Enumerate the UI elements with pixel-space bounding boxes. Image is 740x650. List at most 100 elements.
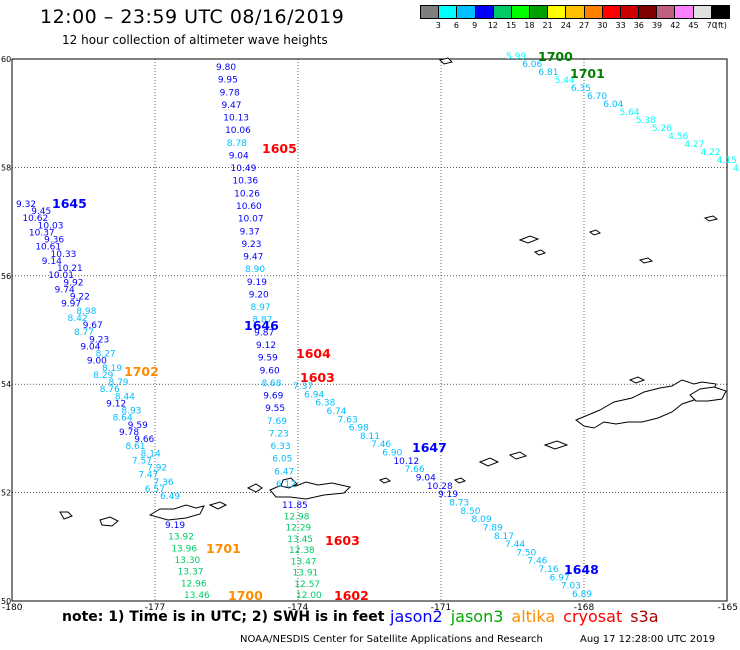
longitude-label: -165: [718, 603, 738, 613]
wave-height-value: 13.47: [291, 557, 317, 567]
wave-height-value: 12.29: [286, 524, 312, 534]
pass-time-label: 1602: [334, 588, 369, 603]
pass-time-label: 1646: [244, 318, 279, 333]
island-outline: [99, 516, 119, 527]
wave-height-value: 5.44: [555, 76, 575, 86]
color-scale-label: 3: [435, 21, 441, 30]
wave-height-value: 6.94: [304, 390, 324, 400]
wave-height-value: 9.87: [254, 328, 274, 338]
wave-height-value: 8.29: [93, 371, 113, 381]
pass-time-label: 1702: [124, 364, 159, 379]
track-jason3-1701: 1701: [570, 66, 605, 81]
pass-time-label: 1648: [564, 562, 599, 577]
pass-time-label: 1604: [296, 346, 331, 361]
longitude-labels: -180 -177 -174 -171 -168 -165: [2, 603, 738, 613]
wave-height-value: 6.81: [538, 68, 558, 78]
wave-height-value: 9.95: [218, 76, 238, 86]
wave-height-value: 8.76: [100, 385, 120, 395]
color-swatch: [548, 6, 567, 18]
wave-height-value: 8.93: [121, 407, 141, 417]
wave-height-value: 4.15: [717, 156, 737, 166]
wave-height-value: 8.79: [108, 378, 128, 388]
wave-height-value: 6.74: [326, 407, 346, 417]
color-swatch: [566, 6, 585, 18]
wave-height-value: 12.96: [181, 579, 207, 589]
legend-entry-s3a: s3a: [630, 607, 659, 626]
wave-height-value: 7.16: [539, 565, 559, 575]
wave-height-value: 7.63: [338, 415, 358, 425]
longitude-label: -180: [2, 603, 23, 613]
island-outline: [148, 504, 205, 521]
island-outline: [588, 229, 602, 236]
color-swatch: [675, 6, 694, 18]
pass-time-label: 1645: [52, 196, 87, 211]
color-swatch: [457, 6, 476, 18]
wave-height-value: 10.21: [57, 264, 83, 274]
wave-height-value: 9.19: [247, 278, 267, 288]
wave-height-value: 10.49: [231, 164, 257, 174]
island-outline: [378, 477, 392, 484]
page-subtitle: 12 hour collection of altimeter wave hei…: [62, 33, 328, 47]
wave-height-value: 9.69: [263, 392, 283, 402]
wave-height-value: 10.12: [393, 457, 419, 467]
color-swatch: [639, 6, 658, 18]
wave-height-value: 9.45: [31, 207, 51, 217]
island-outline: [453, 477, 467, 484]
track-cryosat-1605: 9.80 9.95 9.78 9.47 10.13 10.06 8.78 9.04 10.49 1…: [216, 63, 297, 490]
wave-height-value: 10.03: [38, 221, 64, 231]
wave-height-value: 8.97: [251, 303, 271, 313]
legend-entry-altika: altika: [511, 607, 556, 626]
wave-height-value: 8.11: [360, 432, 380, 442]
color-swatch: [475, 6, 494, 18]
wave-height-value: 5.26: [652, 124, 672, 134]
wave-height-value: 7.57: [132, 456, 152, 466]
wave-height-value: 10.36: [232, 177, 258, 187]
wave-height-value: 12.57: [294, 580, 320, 590]
wave-height-value: 11.85: [282, 501, 308, 511]
wave-height-value: 9.04: [229, 151, 249, 161]
wave-height-value: 9.55: [265, 404, 285, 414]
wave-height-value: 6.38: [315, 399, 335, 409]
wave-height-value: 7.44: [505, 540, 525, 550]
wave-height-value: 8.68: [261, 379, 281, 389]
wave-height-value: 8.98: [76, 307, 96, 317]
color-scale-label: 27: [579, 21, 590, 30]
color-swatch: [421, 6, 440, 18]
note-text: note: 1) Time is in UTC; 2) SWH is in fe…: [62, 609, 385, 625]
wave-height-value: 8.42: [68, 314, 88, 324]
color-swatch: [602, 6, 621, 18]
wave-height-value: 6.12: [276, 480, 296, 490]
wave-height-value: 4.04: [733, 164, 740, 174]
island-outline: [518, 235, 540, 244]
wave-height-value: 6.33: [271, 442, 291, 452]
color-swatch: [439, 6, 458, 18]
wave-height-value: 8.90: [245, 265, 265, 275]
pass-time-label: 1700: [538, 49, 573, 64]
wave-height-value: 9.04: [80, 342, 100, 352]
wave-height-value: 7.46: [371, 440, 391, 450]
wave-height-value: 9.12: [256, 341, 276, 351]
wave-height-value: 8.61: [125, 442, 145, 452]
wave-height-value: 6.97: [550, 573, 570, 583]
graticule: [12, 59, 727, 601]
wave-height-value: 8.64: [113, 414, 133, 424]
wave-height-value: 8.19: [102, 364, 122, 374]
wave-height-value: 9.59: [128, 421, 148, 431]
color-scale-labels: 3 6 9 12 15 18 21 24 27 30 33 36 39 42 45 70 (ft): [420, 19, 730, 33]
latitude-labels: 60 58 56 54 52 50: [1, 55, 11, 606]
wave-height-value: 7.66: [405, 465, 425, 475]
island-outline: [703, 215, 719, 222]
wave-height-value: 6.06: [522, 60, 542, 70]
track-cryosat-1603: 1603: [300, 370, 335, 385]
color-scale-label: 36: [633, 21, 644, 30]
pass-time-label: 1605: [262, 141, 297, 156]
wave-height-value: 9.78: [220, 88, 240, 98]
wave-height-value: 8.14: [141, 449, 161, 459]
wave-height-value: 5.64: [620, 108, 640, 118]
wave-height-value: 9.92: [63, 278, 83, 288]
wave-height-value: 7.03: [561, 582, 581, 592]
legend-entry-jason2: jason2: [390, 607, 443, 626]
wave-height-value: 8.09: [472, 515, 492, 525]
color-scale-swatches: [420, 5, 730, 19]
